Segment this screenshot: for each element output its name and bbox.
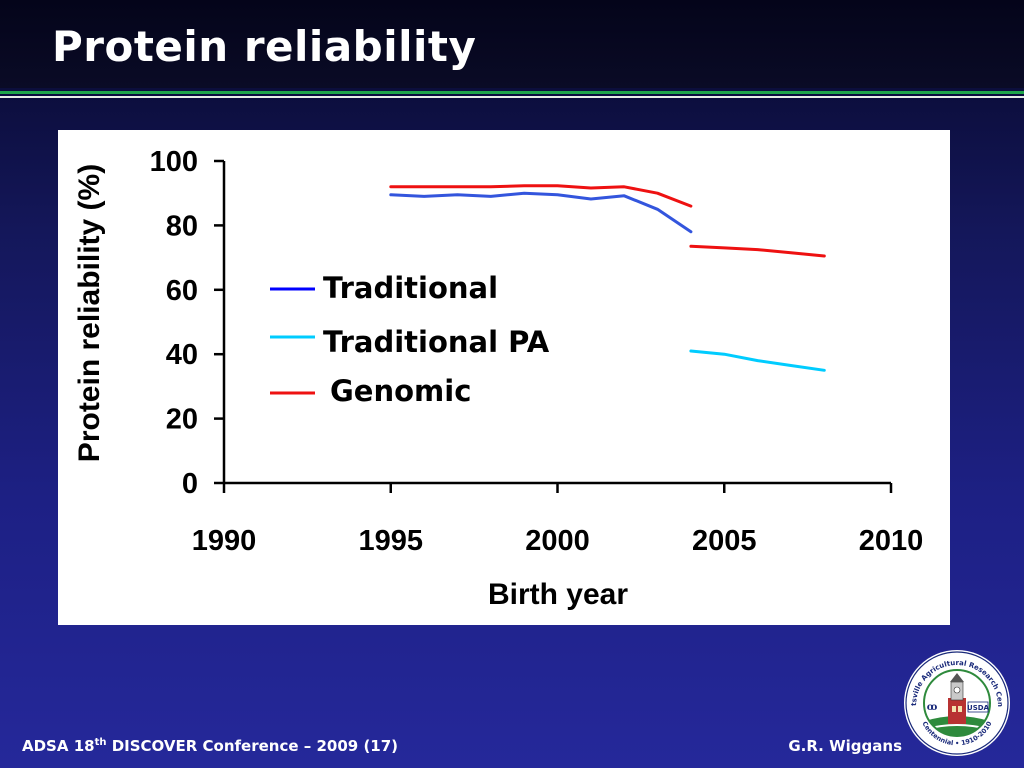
legend-label-traditional: Traditional xyxy=(323,271,498,305)
chart-legend: Traditional Traditional PA Genomic xyxy=(270,271,550,408)
y-tick-label: 20 xyxy=(166,404,198,436)
barc-centennial-logo: Beltsville Agricultural Research Center … xyxy=(902,648,1010,756)
ars-monogram-icon: ꝏ xyxy=(927,702,938,713)
series-line-genomic xyxy=(389,184,693,208)
x-tick-label: 2000 xyxy=(525,525,590,557)
legend-label-genomic: Genomic xyxy=(330,374,471,408)
legend-label-traditional-pa: Traditional PA xyxy=(323,325,550,359)
chart-series xyxy=(389,184,826,372)
y-tick-label: 0 xyxy=(182,468,198,500)
usda-badge-text: USDA xyxy=(967,704,990,712)
footer-conference-suffix: DISCOVER Conference – 2009 (17) xyxy=(106,737,399,755)
series-line-traditional-pa xyxy=(689,349,826,372)
footer-conference: ADSA 18th DISCOVER Conference – 2009 (17… xyxy=(22,737,398,755)
slide-title: Protein reliability xyxy=(52,22,477,71)
footer-conference-prefix: ADSA 18 xyxy=(22,737,95,755)
x-axis-title: Birth year xyxy=(488,578,628,611)
x-tick-label: 2005 xyxy=(692,525,757,557)
y-tick-label: 60 xyxy=(166,275,198,307)
y-tick-label: 40 xyxy=(166,339,198,371)
chart-axes: 0 20 40 60 80 100 1990 1995 2000 2005 2010 xyxy=(150,146,924,557)
chart-panel: 0 20 40 60 80 100 1990 1995 2000 2005 2010 Traditi… xyxy=(58,130,950,625)
footer-author: G.R. Wiggans xyxy=(788,737,902,755)
y-tick-label: 100 xyxy=(150,146,198,178)
x-tick-label: 1995 xyxy=(358,525,423,557)
title-divider-white xyxy=(0,96,1024,98)
title-bar xyxy=(0,0,1024,88)
series-line-traditional xyxy=(389,191,693,234)
x-tick-label: 2010 xyxy=(859,525,924,557)
y-tick-label: 80 xyxy=(166,210,198,242)
building-tower-icon xyxy=(948,673,966,724)
series-line-genomic xyxy=(689,244,826,258)
footer-conference-superscript: th xyxy=(94,737,107,748)
title-divider-green xyxy=(0,91,1024,94)
x-tick-label: 1990 xyxy=(192,525,257,557)
usda-badge xyxy=(967,701,989,713)
y-axis-title: Protein reliability (%) xyxy=(73,164,106,462)
line-chart: 0 20 40 60 80 100 1990 1995 2000 2005 2010 Traditi… xyxy=(73,146,924,611)
